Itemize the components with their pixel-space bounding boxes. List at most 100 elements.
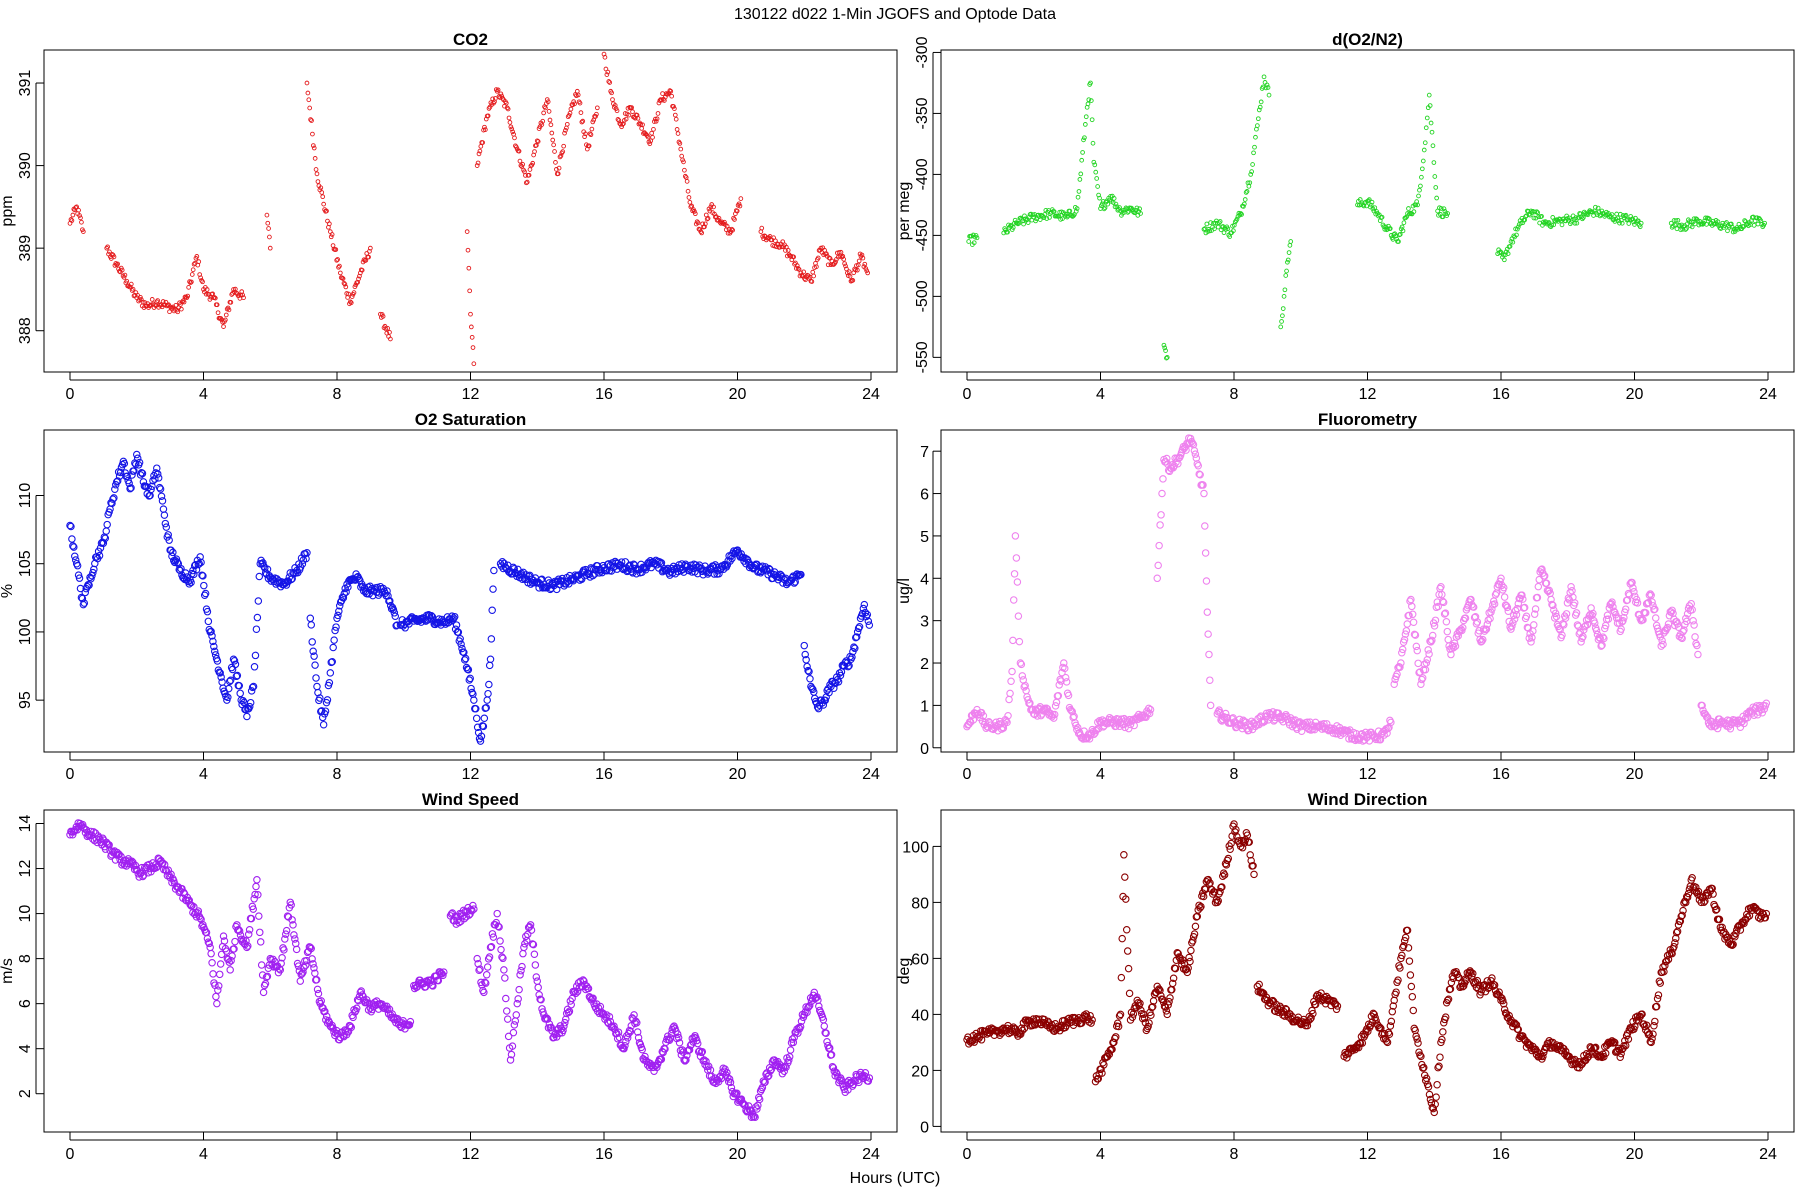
- x-tick-label: 0: [963, 1146, 972, 1163]
- data-point: [509, 126, 515, 132]
- data-point: [1534, 209, 1540, 215]
- data-point: [686, 195, 692, 200]
- data-point: [1615, 215, 1620, 221]
- data-point: [339, 594, 348, 602]
- data-point: [493, 96, 498, 101]
- data-point: [1618, 217, 1624, 223]
- data-point: [188, 280, 193, 286]
- data-point: [241, 295, 246, 301]
- data-point: [116, 468, 125, 477]
- data-point: [1441, 206, 1447, 212]
- data-point: [199, 572, 207, 580]
- data-point: [1010, 570, 1019, 578]
- y-tick-label: 5: [920, 529, 929, 546]
- y-axis-label: %: [0, 584, 16, 598]
- data-point: [1406, 206, 1411, 211]
- data-point: [811, 273, 817, 279]
- data-point: [135, 458, 144, 467]
- data-point: [688, 204, 694, 210]
- data-point: [321, 201, 326, 207]
- data-point: [865, 621, 874, 629]
- data-point: [1606, 214, 1612, 220]
- data-point: [671, 104, 676, 109]
- data-point: [814, 704, 823, 713]
- data-point: [503, 100, 509, 106]
- data-point: [319, 720, 328, 729]
- data-point: [1241, 204, 1246, 209]
- data-point: [85, 581, 93, 589]
- data-point: [197, 558, 205, 567]
- data-point: [692, 211, 698, 217]
- x-tick-label: 16: [1492, 766, 1510, 783]
- data-point: [486, 655, 495, 663]
- data-point: [785, 247, 791, 253]
- data-point: [1372, 205, 1378, 211]
- data-point: [448, 612, 456, 620]
- data-point: [115, 261, 120, 267]
- x-tick-label: 20: [1626, 1146, 1644, 1163]
- data-point: [1515, 226, 1520, 232]
- data-point: [1415, 202, 1420, 208]
- data-point: [790, 579, 798, 587]
- x-tick-label: 12: [462, 1146, 480, 1163]
- chart-title: Fluorometry: [1318, 410, 1418, 429]
- data-point: [520, 162, 526, 167]
- data-point: [568, 106, 574, 112]
- data-point: [1285, 259, 1290, 265]
- data-point: [551, 142, 556, 148]
- data-point: [734, 208, 740, 214]
- y-tick-label: 12: [17, 860, 34, 878]
- data-point: [326, 669, 335, 677]
- data-point: [738, 196, 744, 201]
- data-point: [583, 131, 588, 137]
- data-point: [1445, 211, 1450, 216]
- data-point: [523, 180, 529, 186]
- data-point: [1282, 287, 1288, 293]
- data-point: [1278, 324, 1284, 330]
- data-point: [1438, 206, 1444, 211]
- data-point: [464, 229, 470, 234]
- data-point: [1616, 218, 1621, 224]
- data-point: [650, 135, 655, 140]
- y-tick-label: 6: [920, 487, 929, 504]
- data-point: [1207, 228, 1213, 234]
- data-point: [557, 154, 563, 160]
- data-point: [545, 99, 551, 105]
- data-point: [468, 324, 474, 330]
- data-point: [853, 628, 862, 636]
- data-point: [654, 116, 660, 122]
- data-point: [162, 523, 171, 531]
- data-point: [1539, 213, 1544, 219]
- data-point: [477, 148, 483, 154]
- data-point: [1707, 216, 1712, 222]
- data-point: [1037, 217, 1043, 222]
- data-point: [340, 276, 346, 281]
- data-point: [1691, 216, 1697, 222]
- data-point: [1238, 211, 1244, 216]
- data-point: [1702, 218, 1707, 224]
- data-point: [979, 712, 988, 720]
- data-point: [267, 234, 272, 240]
- data-point: [148, 482, 156, 490]
- data-point: [509, 563, 518, 572]
- x-tick-label: 16: [595, 386, 613, 403]
- data-point: [240, 292, 245, 298]
- data-point: [794, 266, 799, 271]
- data-point: [593, 114, 598, 119]
- data-point: [687, 199, 693, 205]
- x-tick-label: 20: [729, 1146, 747, 1163]
- data-point: [319, 190, 325, 195]
- data-point: [231, 287, 236, 292]
- data-point: [1081, 137, 1086, 143]
- data-point: [101, 534, 110, 543]
- data-point: [207, 627, 215, 636]
- data-point: [517, 158, 523, 164]
- data-point: [1678, 227, 1684, 233]
- data-point: [1010, 225, 1016, 230]
- data-point: [1014, 612, 1023, 620]
- data-point: [1009, 596, 1018, 604]
- data-point: [801, 269, 806, 275]
- data-point: [169, 548, 177, 557]
- data-point: [185, 580, 193, 588]
- data-point: [855, 262, 861, 268]
